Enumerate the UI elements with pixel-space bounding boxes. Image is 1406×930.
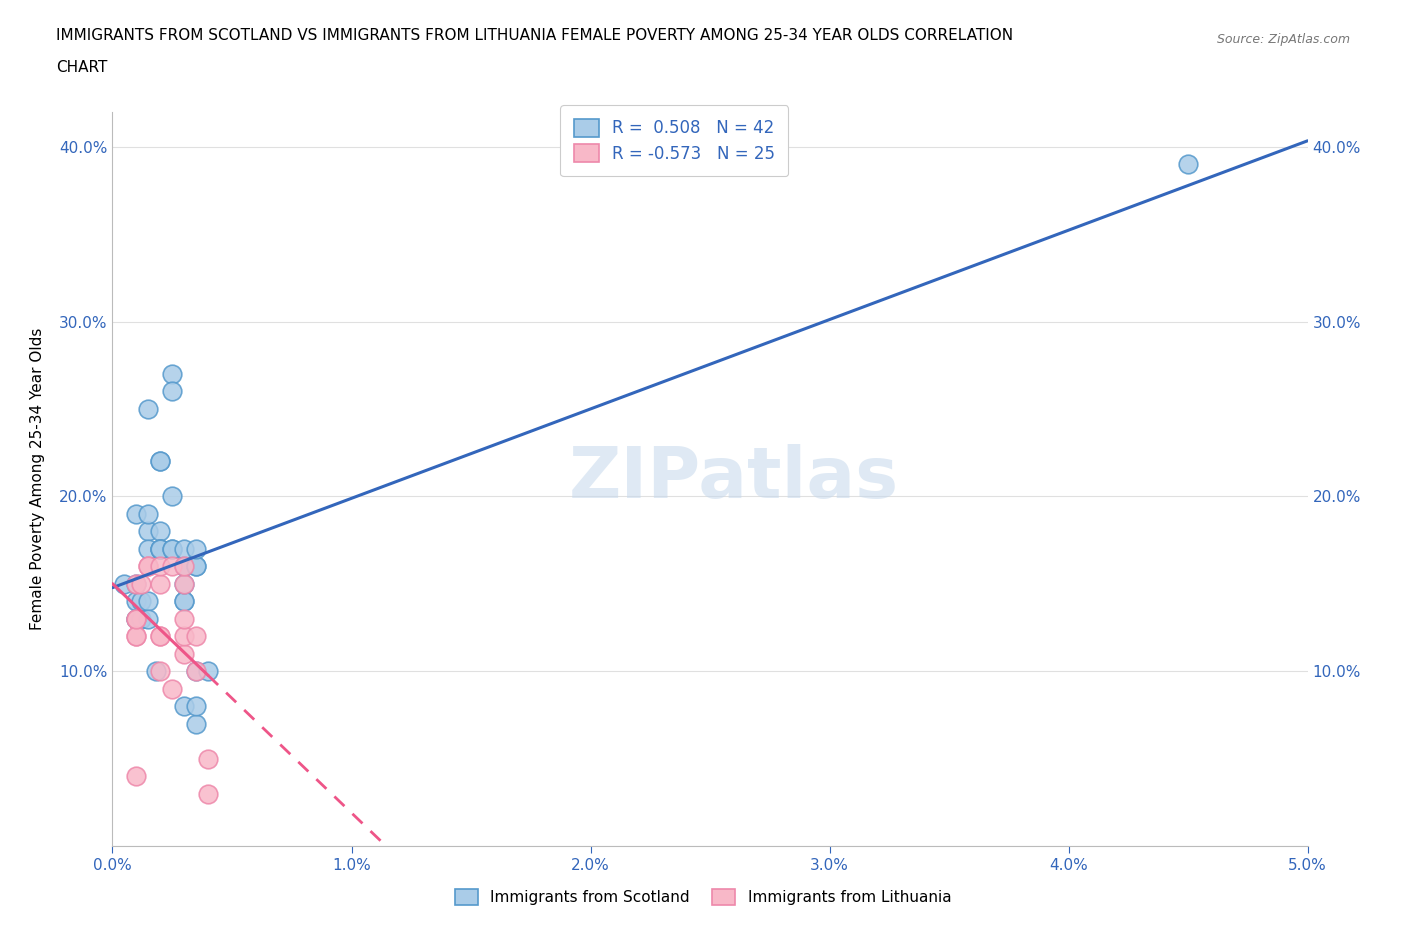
Point (197, 751, 219, 766)
Point (173, 594, 195, 609)
Text: IMMIGRANTS FROM SCOTLAND VS IMMIGRANTS FROM LITHUANIA FEMALE POVERTY AMONG 25-34: IMMIGRANTS FROM SCOTLAND VS IMMIGRANTS F… (56, 28, 1014, 43)
Point (145, 664, 167, 679)
Point (149, 629, 172, 644)
Y-axis label: Female Poverty Among 25-34 Year Olds: Female Poverty Among 25-34 Year Olds (31, 327, 45, 631)
Point (186, 559, 208, 574)
Point (186, 716, 208, 731)
Point (138, 507, 160, 522)
Point (162, 559, 183, 574)
Point (125, 611, 148, 626)
Point (125, 769, 148, 784)
Point (149, 454, 172, 469)
Point (125, 611, 148, 626)
Point (149, 541, 172, 556)
Point (149, 524, 172, 538)
Point (197, 787, 219, 802)
Point (125, 629, 148, 644)
Point (138, 559, 160, 574)
Point (125, 611, 148, 626)
Point (173, 646, 195, 661)
Point (125, 629, 148, 644)
Point (138, 594, 160, 609)
Point (173, 577, 195, 591)
Point (173, 559, 195, 574)
Point (173, 559, 195, 574)
Point (186, 699, 208, 714)
Point (114, 577, 135, 591)
Point (149, 454, 172, 469)
Point (162, 384, 183, 399)
Point (173, 559, 195, 574)
Point (149, 577, 172, 591)
Point (173, 541, 195, 556)
Point (138, 541, 160, 556)
Point (138, 611, 160, 626)
Point (129, 577, 152, 591)
Point (125, 594, 148, 609)
Point (149, 541, 172, 556)
Point (149, 629, 172, 644)
Legend: R =  0.508   N = 42, R = -0.573   N = 25: R = 0.508 N = 42, R = -0.573 N = 25 (560, 105, 789, 176)
Point (162, 489, 183, 504)
Point (138, 559, 160, 574)
Point (125, 507, 148, 522)
Point (186, 541, 208, 556)
Point (186, 629, 208, 644)
Point (138, 402, 160, 417)
Point (173, 611, 195, 626)
Point (173, 559, 195, 574)
Point (197, 664, 219, 679)
Point (129, 594, 152, 609)
Text: ZIPatlas: ZIPatlas (569, 445, 898, 513)
Legend: Immigrants from Scotland, Immigrants from Lithuania: Immigrants from Scotland, Immigrants fro… (449, 883, 957, 911)
Point (173, 629, 195, 644)
Point (162, 541, 183, 556)
Point (149, 559, 172, 574)
Text: Source: ZipAtlas.com: Source: ZipAtlas.com (1216, 33, 1350, 46)
Point (186, 664, 208, 679)
Point (129, 611, 152, 626)
Point (149, 664, 172, 679)
Point (162, 682, 183, 697)
Point (173, 594, 195, 609)
Point (186, 664, 208, 679)
Point (162, 541, 183, 556)
Point (162, 366, 183, 381)
Point (138, 524, 160, 538)
Point (149, 541, 172, 556)
Point (1177, 156, 1199, 171)
Point (186, 559, 208, 574)
Point (125, 577, 148, 591)
Point (125, 611, 148, 626)
Point (125, 577, 148, 591)
Point (173, 699, 195, 714)
Text: CHART: CHART (56, 60, 108, 75)
Point (173, 577, 195, 591)
